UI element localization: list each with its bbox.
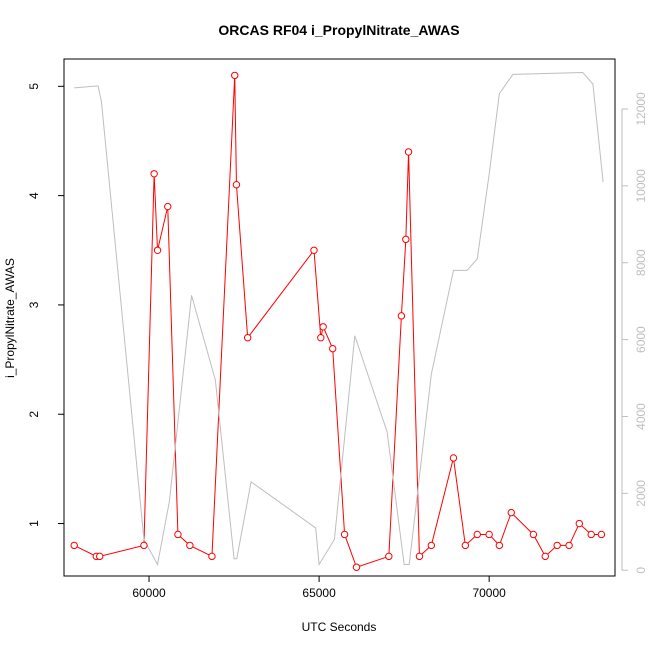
data-point — [340, 530, 349, 539]
x-tick-label: 70000 — [472, 586, 506, 600]
y-tick-label: 1 — [27, 520, 41, 527]
secondary-y-axis: 0 2000 4000 6000 8000 10000 12000 — [621, 92, 648, 574]
y-tick-label: 4 — [27, 192, 41, 199]
data-point — [352, 563, 361, 571]
data-point — [208, 552, 216, 561]
data-point — [153, 246, 162, 254]
data-point — [232, 181, 241, 189]
secondary-y-tick-label: 2000 — [634, 480, 648, 507]
data-point — [96, 552, 104, 561]
data-point — [507, 508, 515, 517]
secondary-y-tick-label: 10000 — [634, 169, 648, 203]
secondary-y-tick-label: 4000 — [634, 403, 648, 430]
chart-title: ORCAS RF04 i_PropylNitrate_AWAS — [218, 22, 459, 38]
data-point — [541, 552, 549, 561]
data-point — [587, 530, 595, 539]
secondary-y-tick-label: 0 — [634, 567, 648, 574]
data-point — [243, 334, 252, 342]
y-tick-label: 3 — [27, 301, 41, 308]
data-point — [449, 454, 458, 462]
y-tick-label: 2 — [27, 411, 41, 418]
x-axis-label: UTC Seconds — [302, 620, 377, 634]
data-point — [174, 530, 182, 539]
secondary-y-tick-label: 6000 — [634, 326, 648, 353]
data-point — [529, 530, 538, 539]
data-point — [495, 541, 504, 550]
data-point — [70, 541, 78, 550]
data-point — [565, 541, 573, 550]
data-point — [397, 312, 406, 320]
data-point — [385, 552, 393, 561]
data-point — [597, 530, 606, 539]
secondary-y-tick-label: 12000 — [634, 92, 648, 126]
data-point — [415, 552, 424, 561]
data-point — [485, 530, 493, 539]
x-tick-label: 65000 — [302, 586, 336, 600]
data-point — [186, 541, 194, 550]
data-point — [164, 202, 172, 211]
data-point — [140, 541, 148, 550]
data-point — [319, 323, 327, 331]
y-axis: 1 2 3 4 5 — [27, 83, 64, 527]
data-point — [473, 530, 481, 539]
data-point — [329, 344, 337, 353]
data-point — [427, 541, 436, 550]
x-tick-label: 60000 — [132, 586, 166, 600]
data-point — [461, 541, 470, 550]
y-axis-label: i_PropylNitrate_AWAS — [3, 258, 17, 378]
plot-frame — [63, 58, 616, 577]
data-point — [553, 541, 561, 550]
data-point — [231, 71, 239, 80]
secondary-y-tick-label: 8000 — [634, 249, 648, 276]
data-point — [575, 519, 583, 528]
data-point — [404, 148, 413, 156]
series-layer — [70, 71, 606, 571]
primary-series-line — [73, 75, 602, 568]
data-point — [310, 246, 318, 254]
secondary-series-line — [74, 71, 604, 567]
data-point — [402, 235, 410, 244]
data-point — [150, 170, 158, 178]
data-point — [317, 334, 325, 342]
x-axis: 60000 65000 70000 — [132, 576, 506, 600]
y-tick-label: 5 — [27, 83, 41, 90]
